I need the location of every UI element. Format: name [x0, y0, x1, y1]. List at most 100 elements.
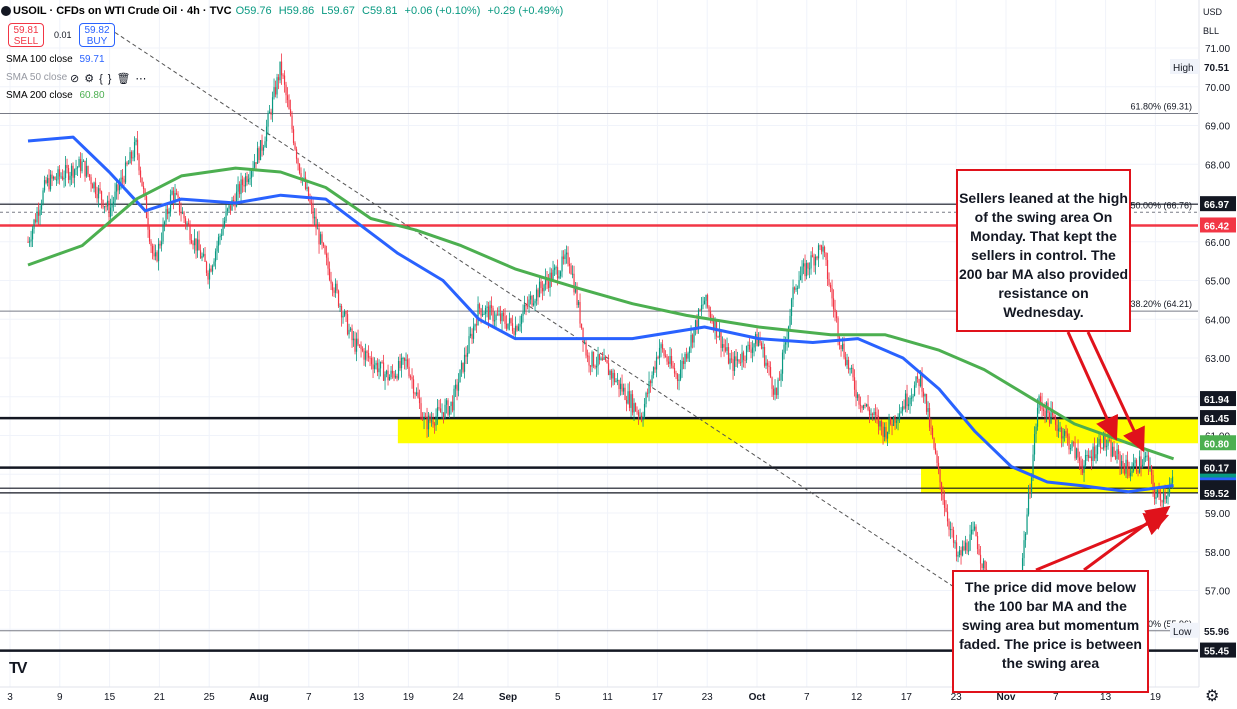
- candle-body: [226, 208, 229, 212]
- candle-body: [415, 392, 418, 395]
- sell-button[interactable]: 59.81 SELL: [8, 23, 44, 47]
- candle-body: [495, 314, 497, 321]
- price-tag-bg: [1200, 58, 1236, 74]
- candle-body: [130, 152, 133, 159]
- candle-body: [723, 344, 725, 348]
- indicator-sma100[interactable]: SMA 100 close 59.71: [6, 54, 105, 65]
- candle-body: [1147, 455, 1150, 469]
- candle-body: [168, 211, 170, 214]
- candle-body: [708, 306, 710, 312]
- candle-body: [915, 376, 917, 386]
- symbol-title[interactable]: USOIL · CFDs on WTI Crude Oil · 4h · TVC: [13, 5, 232, 17]
- candle-body: [213, 261, 215, 266]
- candle-body: [237, 184, 239, 192]
- price-tag-bg: [1200, 410, 1236, 426]
- candle-body: [1050, 409, 1052, 424]
- candle-body: [235, 191, 238, 207]
- braces-icon[interactable]: {}: [99, 73, 117, 85]
- candle-body: [375, 362, 377, 366]
- trash-icon[interactable]: 🗑: [116, 73, 136, 85]
- candle-body: [249, 177, 251, 180]
- candle-body: [759, 338, 761, 344]
- candle-body: [1048, 412, 1051, 424]
- change-value: +0.06 (+0.10%): [404, 5, 481, 17]
- candle-body: [837, 318, 839, 338]
- more-icon[interactable]: ⋯: [135, 73, 152, 85]
- price-tag-label: 70.51: [1204, 63, 1229, 74]
- candle-body: [381, 361, 383, 363]
- candle-body: [877, 416, 880, 427]
- candle-body: [630, 394, 632, 408]
- candle-body: [468, 336, 470, 353]
- candle-body: [1071, 442, 1073, 448]
- candle-body: [865, 404, 868, 406]
- candle-body: [484, 307, 487, 314]
- buy-button[interactable]: 59.82 BUY: [79, 23, 115, 47]
- candle-body: [420, 403, 422, 419]
- candle-body: [58, 169, 61, 177]
- candle-body: [700, 305, 703, 311]
- candle-body: [868, 409, 871, 416]
- price-tag-bg: [1200, 484, 1236, 500]
- candle-body: [1113, 446, 1115, 456]
- candle-body: [118, 184, 121, 191]
- candle-body: [1143, 457, 1145, 465]
- candle-body: [1134, 460, 1136, 464]
- settings-gear-icon[interactable]: ⚙: [1205, 688, 1220, 705]
- candle-body: [823, 246, 826, 253]
- candle-body: [379, 361, 382, 369]
- candle-body: [451, 401, 454, 411]
- candle-body: [922, 391, 925, 397]
- candle-body: [829, 284, 832, 289]
- time-tick-label: 11: [602, 692, 613, 703]
- price-tag-bg: [1200, 642, 1236, 658]
- indicator-sma50[interactable]: SMA 50 close: [6, 72, 67, 83]
- eye-off-icon[interactable]: ⊘: [70, 73, 85, 85]
- candle-body: [885, 426, 887, 439]
- candle-body: [567, 252, 569, 264]
- candle-body: [306, 187, 308, 189]
- candle-body: [231, 199, 233, 211]
- candle-body: [760, 343, 763, 349]
- candle-body: [1057, 428, 1060, 432]
- candle-body: [391, 370, 394, 374]
- price-tick-label: 58.00: [1205, 548, 1230, 559]
- candle-body: [388, 376, 391, 381]
- candle-body: [1171, 476, 1174, 483]
- candle-body: [738, 359, 740, 363]
- candle-body: [327, 257, 329, 269]
- candle-body: [867, 404, 869, 410]
- price-tag-label: 60.17: [1204, 464, 1229, 475]
- gear-icon[interactable]: ⚙: [84, 73, 100, 85]
- indicator-sma200[interactable]: SMA 200 close 60.80: [6, 90, 105, 101]
- candle-body: [243, 185, 245, 187]
- candle-body: [81, 161, 83, 172]
- candle-body: [313, 216, 316, 219]
- candle-body: [535, 289, 538, 301]
- candle-body: [265, 126, 268, 142]
- candle-body: [541, 287, 544, 292]
- candle-body: [40, 203, 43, 210]
- candle-body: [796, 287, 799, 289]
- candle-body: [1167, 493, 1169, 496]
- candle-body: [318, 228, 320, 245]
- price-tick-label: 68.00: [1205, 160, 1230, 171]
- candle-body: [462, 362, 464, 372]
- candle-body: [724, 347, 727, 351]
- fib-level-label: 61.80% (69.31): [1130, 101, 1192, 111]
- candle-body: [897, 419, 899, 421]
- candle-body: [1042, 409, 1045, 411]
- candle-body: [612, 372, 614, 379]
- candle-body: [319, 234, 322, 245]
- candle-body: [771, 377, 773, 389]
- candle-body: [907, 404, 910, 407]
- candle-body: [1156, 490, 1159, 497]
- candle-body: [43, 180, 46, 191]
- candle-body: [628, 391, 631, 408]
- candle-body: [706, 294, 709, 307]
- candle-body: [505, 323, 508, 329]
- candle-body: [321, 234, 323, 244]
- price-tag-label: 61.45: [1204, 414, 1229, 425]
- candle-body: [751, 347, 754, 353]
